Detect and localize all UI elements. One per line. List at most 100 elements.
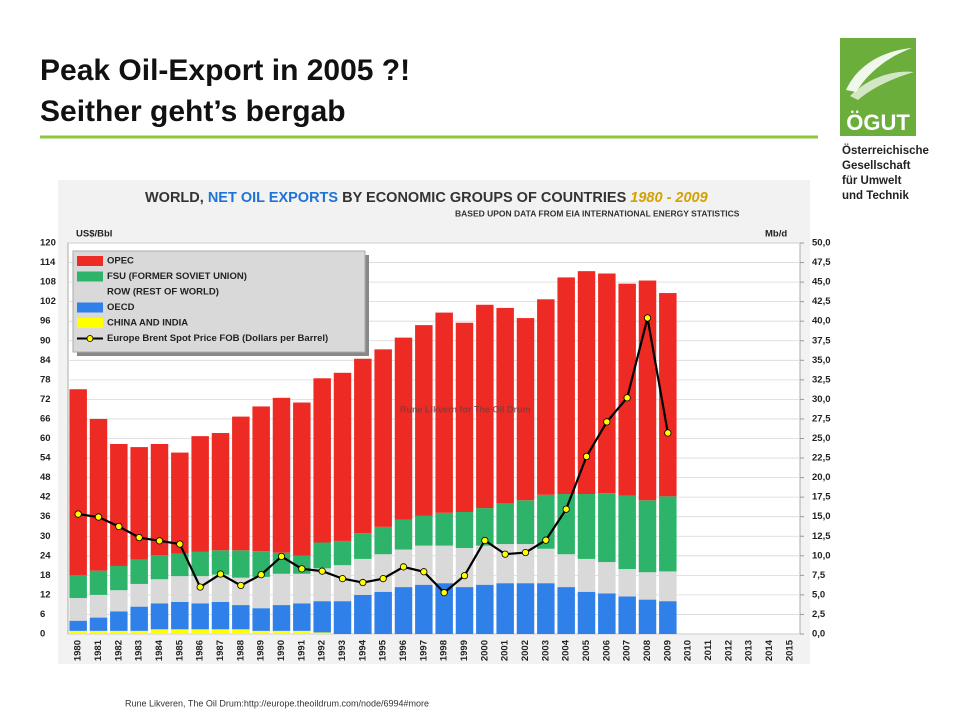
bar-segment bbox=[374, 349, 392, 527]
logo-text: und Technik bbox=[842, 190, 909, 202]
plot bbox=[68, 242, 800, 635]
y-tick-label: 66 bbox=[40, 413, 51, 424]
x-tick-label: 2004 bbox=[561, 639, 572, 661]
x-tick-label: 2010 bbox=[683, 640, 694, 661]
x-tick-label: 2008 bbox=[642, 640, 653, 661]
legend-label: CHINA AND INDIA bbox=[107, 318, 188, 329]
annotation: Rune Likvern for The Oil Drum bbox=[400, 404, 531, 414]
bar-segment bbox=[150, 555, 169, 580]
bar-segment bbox=[598, 562, 616, 594]
bar-segment bbox=[476, 584, 494, 634]
x-tick-label: 1998 bbox=[439, 640, 450, 661]
x-tick-label: 1992 bbox=[317, 640, 328, 661]
bar-segment bbox=[435, 512, 453, 546]
price-marker bbox=[277, 552, 286, 561]
price-marker bbox=[359, 578, 367, 587]
bar-segment bbox=[537, 583, 555, 634]
legend-box bbox=[72, 250, 366, 353]
slide-subtitle: Seither geht’s bergab bbox=[40, 95, 346, 128]
logo-mark: ÖGUT bbox=[846, 110, 910, 135]
bar-segment bbox=[211, 601, 230, 630]
y2-tick-label: 42,5 bbox=[812, 296, 831, 307]
y2-tick-label: 35,0 bbox=[812, 355, 831, 366]
y-tick-label: 18 bbox=[40, 570, 51, 581]
price-marker bbox=[298, 565, 306, 573]
price-marker bbox=[420, 568, 428, 576]
y2-tick-label: 37,5 bbox=[812, 335, 831, 346]
price-marker bbox=[176, 540, 184, 548]
y-tick-label: 24 bbox=[40, 550, 51, 561]
bar-segment bbox=[191, 436, 209, 552]
price-marker bbox=[196, 583, 204, 591]
price-marker bbox=[379, 575, 387, 583]
price-marker bbox=[542, 536, 550, 544]
bar-segment bbox=[659, 601, 677, 634]
bar-segment bbox=[618, 596, 636, 634]
bar-segment bbox=[435, 312, 453, 513]
y2-tick-label: 12,5 bbox=[812, 531, 831, 542]
bar-segment bbox=[476, 304, 494, 509]
x-tick-label: 1987 bbox=[215, 640, 226, 661]
x-tick-label: 2002 bbox=[520, 640, 531, 661]
bar-segment bbox=[89, 594, 108, 618]
bar-segment bbox=[150, 579, 169, 604]
logo-leaf bbox=[846, 48, 912, 92]
bar-segment bbox=[171, 601, 189, 630]
x-tick-label: 2000 bbox=[479, 640, 490, 661]
bar-segment bbox=[293, 573, 311, 604]
bar-segment bbox=[394, 337, 413, 520]
title-part: WORLD, bbox=[145, 190, 204, 206]
bar-segment bbox=[191, 629, 209, 634]
legend-label: Europe Brent Spot Price FOB (Dollars per… bbox=[107, 333, 328, 344]
logo-leaf bbox=[850, 71, 914, 100]
bar-segment bbox=[313, 568, 331, 602]
bar-segment bbox=[333, 372, 352, 541]
x-tick-label: 2009 bbox=[662, 640, 673, 661]
bar-segment bbox=[211, 433, 230, 551]
legend: OPEC FSU (FORMER SOVIET UNION) ROW (REST O… bbox=[72, 250, 369, 356]
y2-tick-label: 17,5 bbox=[812, 492, 831, 503]
price-marker bbox=[664, 429, 672, 437]
bar-segment bbox=[557, 494, 575, 555]
legend-swatch bbox=[77, 318, 103, 328]
y2-tick-label: 2,5 bbox=[812, 609, 826, 620]
x-tick-label: 2012 bbox=[723, 640, 734, 661]
bar-segment bbox=[313, 378, 331, 543]
bar-segment bbox=[232, 550, 250, 578]
price-marker bbox=[338, 575, 347, 583]
y2-axis-label: Mb/d bbox=[765, 229, 787, 240]
bar-segment bbox=[557, 587, 575, 634]
price-marker bbox=[440, 589, 448, 597]
price-marker bbox=[318, 567, 326, 575]
chart-title: WORLD, NET OIL EXPORTS BY ECONOMIC GROUP… bbox=[145, 190, 708, 206]
bar-segment bbox=[354, 533, 372, 559]
bar-segment bbox=[659, 571, 677, 602]
legend-label: ROW (REST OF WORLD) bbox=[107, 287, 219, 298]
legend-swatch bbox=[77, 256, 103, 266]
bar-segment bbox=[476, 508, 494, 546]
bar-segment bbox=[354, 594, 372, 634]
bar-segment bbox=[394, 519, 413, 550]
price-marker bbox=[623, 394, 631, 402]
x-tick-label: 1981 bbox=[93, 639, 104, 661]
bar-segment bbox=[150, 603, 169, 630]
bar-segment bbox=[89, 570, 108, 595]
price-marker bbox=[603, 418, 611, 426]
bar-segment bbox=[272, 630, 291, 634]
bar-segment bbox=[252, 406, 270, 552]
logo-text: Gesellschaft bbox=[842, 160, 911, 172]
legend-label: OECD bbox=[107, 302, 135, 313]
y2-tick-label: 27,5 bbox=[812, 413, 831, 424]
price-marker bbox=[460, 572, 469, 580]
bar-segment bbox=[618, 495, 636, 570]
bar-segment bbox=[374, 591, 392, 634]
bar-segment bbox=[232, 605, 250, 630]
x-tick-label: 1988 bbox=[235, 640, 246, 661]
bar-segment bbox=[211, 550, 230, 575]
bar-segment bbox=[191, 603, 209, 630]
bar-segment bbox=[598, 493, 616, 563]
bar-segment bbox=[110, 590, 128, 612]
y2-tick-label: 50,0 bbox=[812, 238, 831, 249]
bar-segment bbox=[69, 389, 87, 576]
